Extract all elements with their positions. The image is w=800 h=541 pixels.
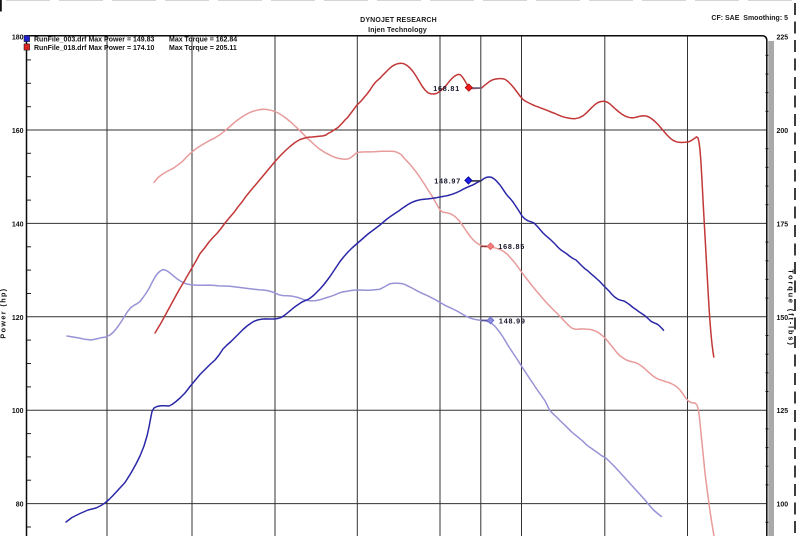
svg-text:Injen Technology: Injen Technology <box>368 27 427 34</box>
svg-text:148.97: 148.97 <box>434 176 461 185</box>
svg-text:150: 150 <box>777 315 789 322</box>
svg-text:148.99: 148.99 <box>499 317 526 326</box>
svg-text:168.85: 168.85 <box>498 242 525 251</box>
svg-text:Max Torque = 162.84: Max Torque = 162.84 <box>169 36 237 43</box>
svg-text:175: 175 <box>777 221 789 228</box>
svg-text:Power (hp): Power (hp) <box>0 287 8 338</box>
svg-text:DYNOJET RESEARCH: DYNOJET RESEARCH <box>360 17 437 24</box>
svg-text:225: 225 <box>777 35 789 42</box>
svg-text:Torque (ft-lbs): Torque (ft-lbs) <box>787 269 796 346</box>
svg-text:125: 125 <box>777 408 789 415</box>
svg-text:180: 180 <box>12 35 24 42</box>
svg-text:80: 80 <box>16 502 24 509</box>
svg-text:200: 200 <box>777 128 789 135</box>
svg-text:160: 160 <box>12 128 24 135</box>
svg-text:140: 140 <box>12 221 24 228</box>
svg-text:RunFile_018.drf Max Power = 17: RunFile_018.drf Max Power = 174.10 <box>34 45 155 52</box>
svg-text:120: 120 <box>12 315 24 322</box>
svg-text:Max Torque = 205.11: Max Torque = 205.11 <box>169 45 237 52</box>
svg-text:100: 100 <box>12 408 24 415</box>
svg-text:RunFile_003.drf Max Power = 14: RunFile_003.drf Max Power = 149.83 <box>34 36 155 43</box>
svg-text:CF: SAE Smoothing: 5: CF: SAE Smoothing: 5 <box>711 15 788 22</box>
svg-text:168.81: 168.81 <box>433 84 460 93</box>
svg-text:100: 100 <box>777 502 789 509</box>
